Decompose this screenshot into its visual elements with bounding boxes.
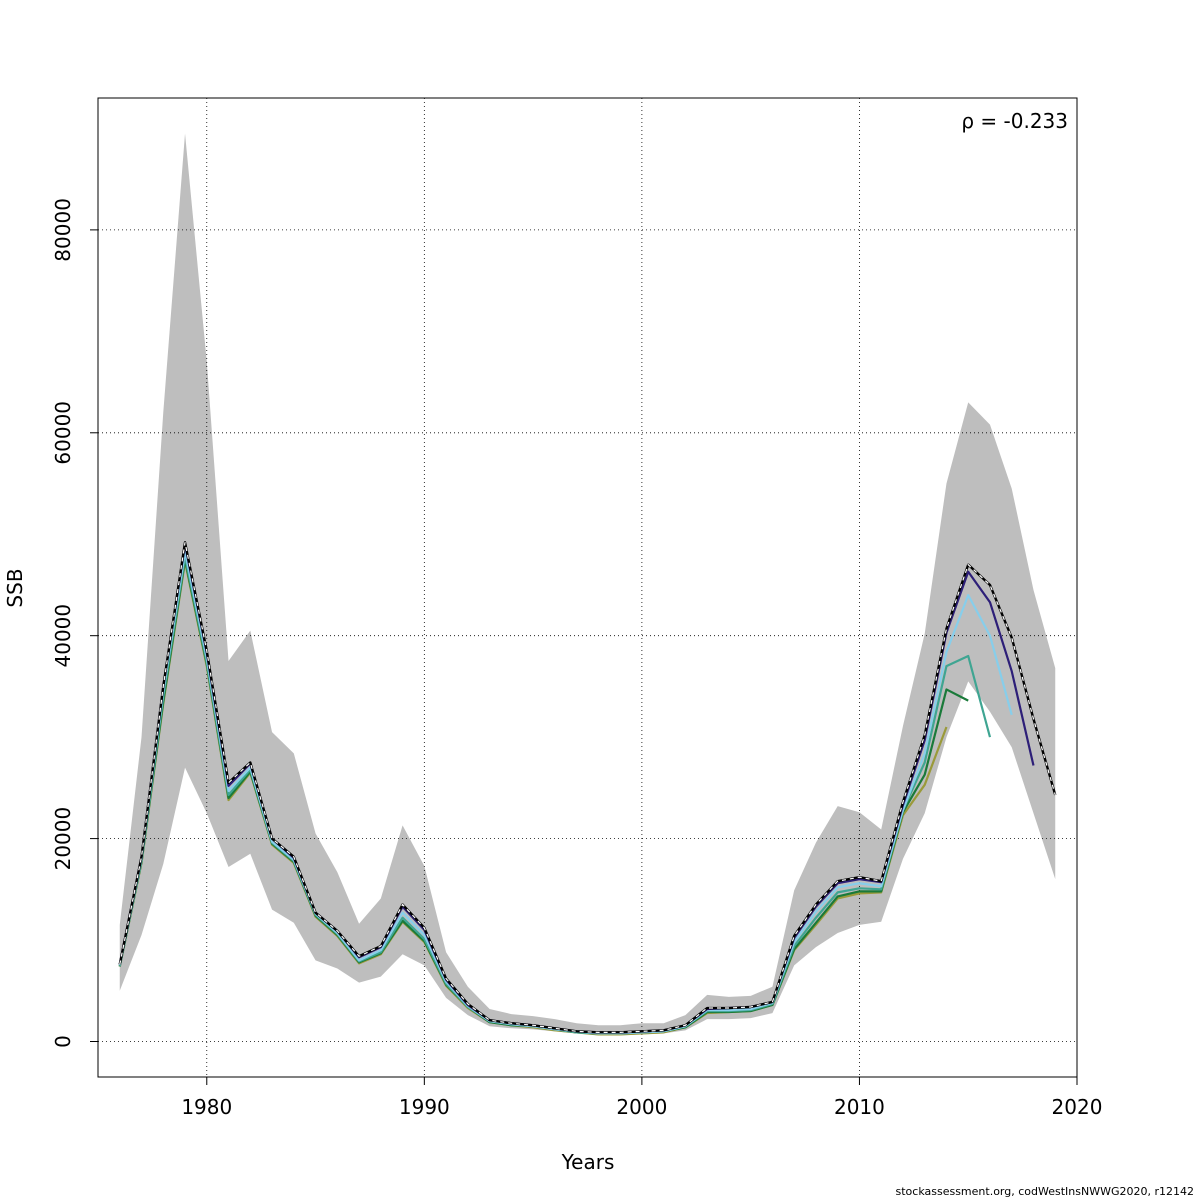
credit-text: stockassessment.org, codWestInsNWWG2020,…: [895, 1185, 1195, 1198]
confidence-band: [119, 133, 1056, 1036]
series-line-dash-0: [119, 542, 1056, 1033]
y-tick-label-0: 0: [51, 1035, 75, 1048]
series-layer: [118, 541, 1057, 1036]
x-axis-label: Years: [561, 1150, 615, 1174]
y-tick-label-60000: 60000: [51, 401, 75, 465]
y-tick-label-20000: 20000: [51, 807, 75, 871]
grid-layer: [98, 98, 1078, 1077]
x-tick-label-2000: 2000: [616, 1095, 667, 1119]
y-tick-label-40000: 40000: [51, 604, 75, 668]
y-tick-label-80000: 80000: [51, 198, 75, 262]
x-tick-label-2020: 2020: [1052, 1095, 1103, 1119]
axis-layer: 1980 1990 2000 2010 2020 0 20000 40000 60000 8000…: [51, 198, 1102, 1119]
x-tick-label-1980: 1980: [181, 1095, 232, 1119]
x-tick-label-2010: 2010: [834, 1095, 885, 1119]
plot-frame: [97, 97, 1078, 1078]
confidence-band-layer: [119, 133, 1056, 1036]
y-axis-label: SSB: [3, 568, 27, 607]
x-tick-label-1990: 1990: [399, 1095, 450, 1119]
rho-annotation: ρ = -0.233: [961, 109, 1068, 133]
